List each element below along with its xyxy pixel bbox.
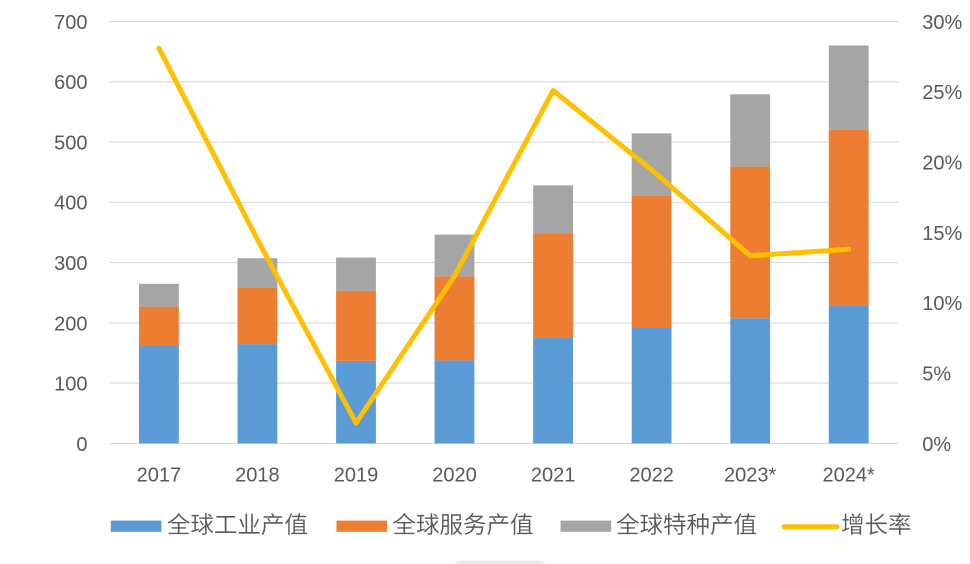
svg-text:400: 400 — [54, 193, 87, 215]
svg-text:100: 100 — [54, 374, 87, 396]
svg-text:5%: 5% — [922, 364, 951, 386]
svg-text:2018: 2018 — [235, 465, 280, 487]
svg-text:30%: 30% — [922, 12, 962, 34]
svg-text:2021: 2021 — [531, 465, 576, 487]
svg-text:2023*: 2023* — [724, 465, 776, 487]
svg-text:25%: 25% — [922, 82, 962, 104]
svg-text:700: 700 — [54, 12, 87, 34]
svg-text:2022: 2022 — [629, 465, 674, 487]
svg-text:300: 300 — [54, 253, 87, 275]
svg-text:500: 500 — [54, 132, 87, 154]
svg-text:2024*: 2024* — [823, 465, 875, 487]
svg-text:20%: 20% — [922, 153, 962, 175]
svg-text:0%: 0% — [922, 434, 951, 456]
svg-text:10%: 10% — [922, 293, 962, 315]
svg-text:600: 600 — [54, 72, 87, 94]
svg-text:15%: 15% — [922, 223, 962, 245]
svg-text:2019: 2019 — [334, 465, 379, 487]
svg-text:2020: 2020 — [432, 465, 477, 487]
svg-text:2017: 2017 — [137, 465, 182, 487]
svg-text:200: 200 — [54, 313, 87, 335]
svg-text:0: 0 — [76, 434, 87, 456]
